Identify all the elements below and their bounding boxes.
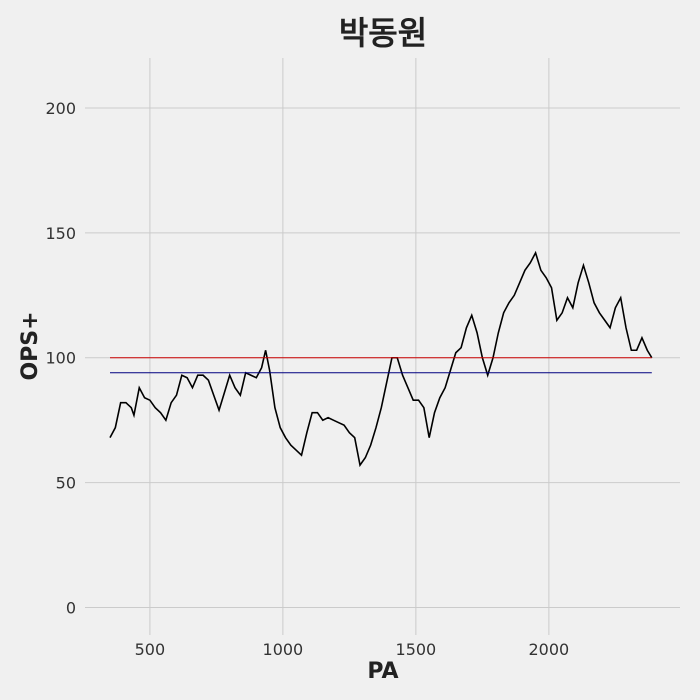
y-tick-label: 50: [56, 474, 76, 493]
y-tick-label: 200: [45, 99, 76, 118]
x-tick-label: 2000: [529, 640, 570, 659]
y-tick-label: 0: [66, 599, 76, 618]
x-axis-label: PA: [367, 659, 398, 684]
y-tick-label: 100: [45, 349, 76, 368]
x-tick-label: 500: [135, 640, 166, 659]
y-tick-label: 150: [45, 224, 76, 243]
chart-title: 박동원: [339, 14, 427, 52]
data-line: [109, 250, 653, 468]
y-axis-label: OPS+: [18, 311, 43, 380]
x-tick-label: 1500: [396, 640, 437, 659]
x-tick-label: 1000: [263, 640, 304, 659]
